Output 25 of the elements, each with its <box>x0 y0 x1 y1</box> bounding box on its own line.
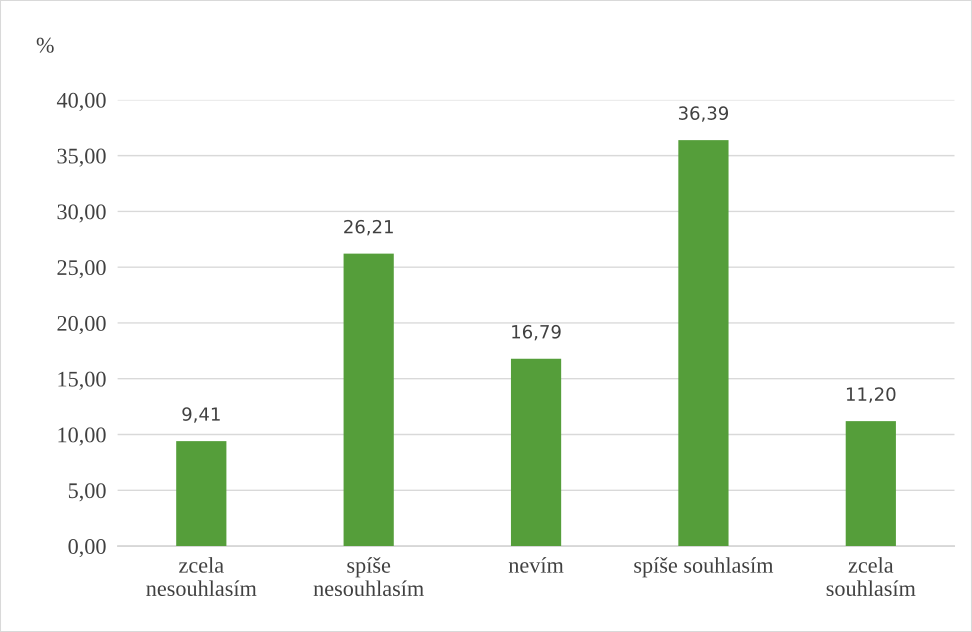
bar <box>678 140 729 546</box>
y-tick-label: 40,00 <box>56 92 106 111</box>
data-label: 16,79 <box>512 324 561 340</box>
data-label: 11,20 <box>846 387 896 403</box>
x-tick-label: spíše nesouhlasím <box>314 557 424 596</box>
y-tick-label: 15,00 <box>58 372 106 390</box>
data-label: 9,41 <box>182 407 220 423</box>
y-tick-label: 30,00 <box>58 204 106 223</box>
y-tick-label: 25,00 <box>57 260 106 278</box>
y-axis-title: % <box>36 38 54 53</box>
bar <box>344 254 394 546</box>
bar <box>510 358 562 546</box>
y-tick-label: 5,00 <box>68 483 106 502</box>
bar <box>846 421 896 546</box>
bar <box>176 441 226 546</box>
data-label: 26,21 <box>344 220 393 236</box>
x-tick-label: nevím <box>508 557 564 573</box>
data-label: 36,39 <box>678 106 728 122</box>
x-tick-label: spíše souhlasím <box>634 557 774 578</box>
y-tick-label: 20,00 <box>57 316 106 334</box>
x-tick-label: zcela souhlasím <box>826 557 916 596</box>
y-tick-label: 0,00 <box>68 538 106 558</box>
x-tick-label: zcela nesouhlasím <box>146 557 256 596</box>
y-tick-label: 10,00 <box>58 427 106 446</box>
y-tick-label: 35,00 <box>58 148 106 167</box>
